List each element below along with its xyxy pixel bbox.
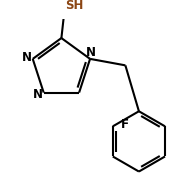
Text: F: F: [121, 118, 129, 131]
Text: N: N: [33, 88, 43, 101]
Text: N: N: [86, 46, 96, 59]
Text: N: N: [22, 51, 32, 64]
Text: SH: SH: [65, 0, 83, 12]
